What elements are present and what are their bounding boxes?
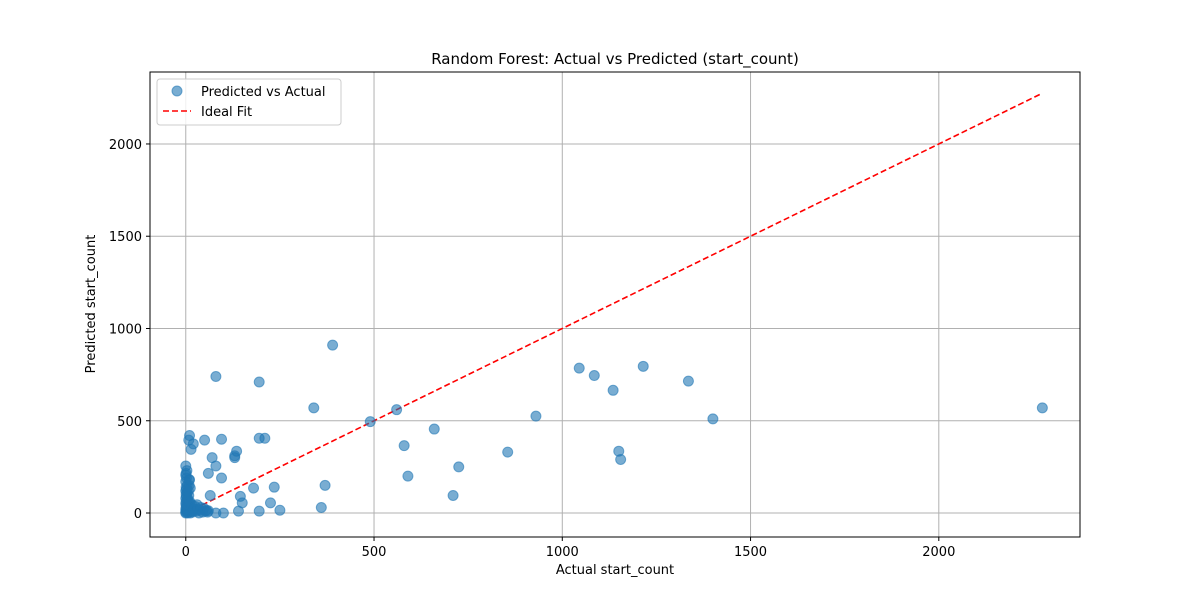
ideal-fit-line — [185, 92, 1043, 514]
legend-box — [156, 78, 342, 126]
scatter-point — [428, 423, 440, 435]
scatter-point — [588, 370, 600, 382]
scatter-point — [615, 454, 627, 465]
scatter-point — [1036, 402, 1048, 414]
scatter-point — [319, 479, 331, 491]
scatter-point — [202, 467, 214, 479]
scatter-point — [308, 402, 320, 414]
scatter-points — [180, 339, 1048, 519]
scatter-point — [210, 507, 222, 519]
legend-label-ideal: Ideal Fit — [201, 105, 252, 120]
scatter-point — [398, 440, 410, 452]
y-tick-label: 500 — [117, 415, 142, 430]
legend-label-scatter: Predicted vs Actual — [201, 85, 325, 100]
scatter-point — [259, 432, 271, 444]
scatter-point — [315, 501, 327, 513]
legend: Predicted vs Actual Ideal Fit — [156, 78, 342, 126]
y-axis-label: Predicted start_count — [84, 235, 99, 374]
plot-area-frame — [149, 71, 1081, 538]
scatter-point — [453, 461, 465, 473]
scatter-point — [573, 362, 585, 374]
scatter-point — [232, 505, 244, 517]
scatter-point — [327, 339, 339, 351]
scatter-point — [274, 504, 286, 516]
scatter-point — [253, 376, 265, 388]
scatter-point — [264, 497, 276, 509]
y-axis-ticks: 0 500 1000 1500 2000 — [109, 138, 150, 522]
x-tick-label: 0 — [182, 545, 190, 560]
scatter-point — [391, 404, 403, 416]
scatter-point — [707, 413, 719, 425]
scatter-point — [216, 472, 228, 484]
scatter-point — [216, 433, 228, 445]
scatter-point — [364, 416, 376, 428]
scatter-point — [199, 434, 211, 446]
x-axis-ticks: 0 500 1000 1500 2000 — [182, 537, 955, 560]
scatter-point — [253, 505, 265, 517]
x-tick-label: 1000 — [546, 545, 579, 560]
chart-title: Random Forest: Actual vs Predicted (star… — [431, 50, 799, 69]
y-tick-label: 1000 — [109, 322, 142, 337]
scatter-point — [183, 474, 195, 486]
scatter-point — [187, 438, 199, 450]
y-tick-label: 1500 — [109, 230, 142, 245]
y-tick-label: 2000 — [109, 138, 142, 153]
x-tick-label: 500 — [362, 545, 387, 560]
scatter-point — [180, 460, 192, 472]
y-tick-label: 0 — [134, 507, 142, 522]
scatter-point — [530, 410, 542, 422]
grid-lines — [150, 72, 1080, 537]
scatter-point — [210, 460, 222, 472]
scatter-point — [248, 482, 260, 494]
scatter-point — [682, 375, 694, 387]
legend-marker-scatter — [171, 85, 183, 97]
scatter-point — [502, 446, 514, 458]
x-tick-label: 1500 — [734, 545, 767, 560]
scatter-point — [204, 489, 216, 501]
scatter-point — [231, 445, 243, 457]
scatter-point — [402, 470, 414, 482]
x-tick-label: 2000 — [922, 545, 955, 560]
scatter-point — [268, 481, 280, 493]
scatter-point — [637, 360, 649, 372]
x-axis-label: Actual start_count — [556, 563, 674, 578]
scatter-point — [447, 489, 459, 501]
scatter-point — [210, 370, 222, 382]
ideal-fit-layer — [185, 92, 1043, 514]
scatter-point — [607, 384, 619, 396]
